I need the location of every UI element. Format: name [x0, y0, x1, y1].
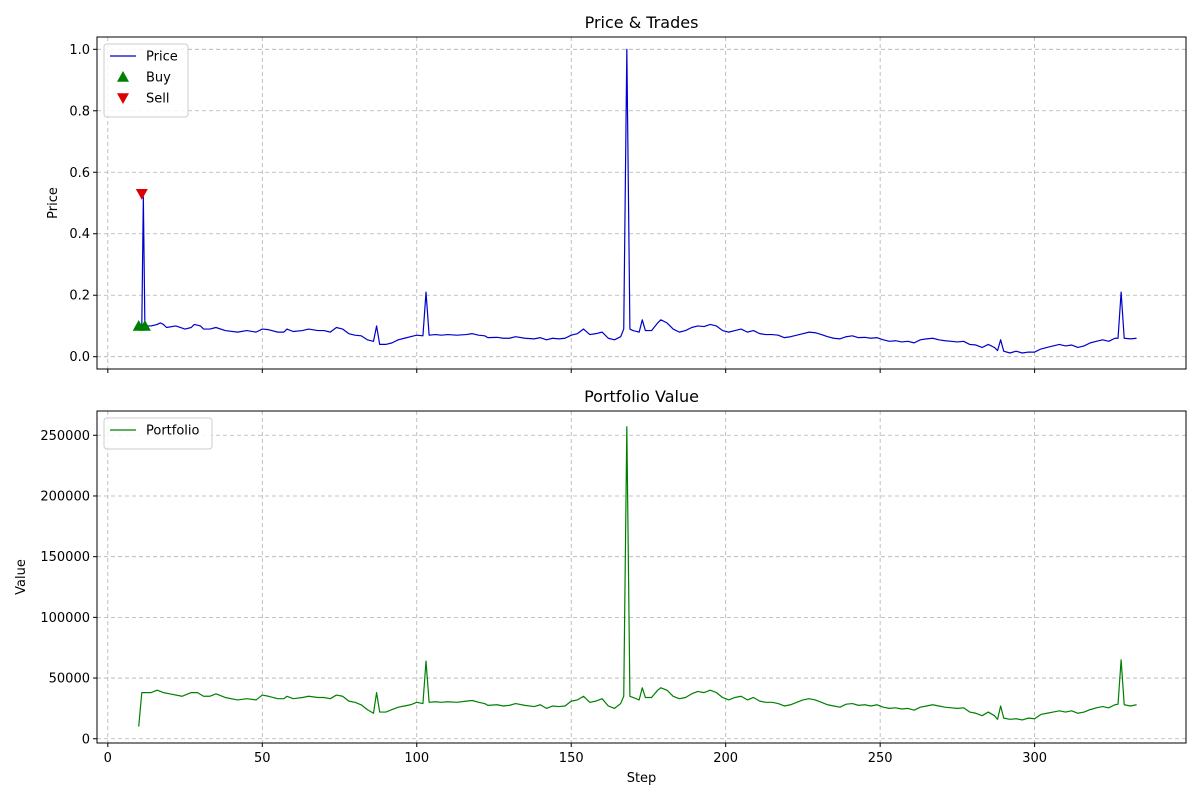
chart-2-legend-portfolio-label: Portfolio	[146, 424, 200, 439]
chart-2-y-tick-label: 150000	[40, 550, 90, 565]
chart-1-series-sell-marker	[135, 188, 148, 200]
chart-1-legend-sell-swatch	[117, 93, 129, 104]
chart-2-y-tick-label: 250000	[40, 429, 90, 444]
chart-2-x-tick-label: 0	[104, 751, 112, 766]
chart-2-legend-box	[103, 417, 213, 450]
chart-2-title: Portfolio Value	[584, 387, 699, 406]
chart-1-legend-buy-label: Buy	[146, 71, 171, 86]
chart-2-group: Portfolio Value 0 50 100 150 200 250 300 0 50000 1…	[14, 387, 1187, 786]
chart-2-y-tick-label: 0	[82, 732, 90, 747]
chart-2-legend: Portfolio	[103, 417, 213, 450]
chart-1-y-axis-label: Price	[46, 187, 61, 219]
chart-2-x-tick-label: 250	[868, 751, 893, 766]
chart-1-y-tick-label: 0.8	[69, 104, 90, 119]
chart-1-title: Price & Trades	[585, 13, 699, 32]
chart-2-x-axis-label: Step	[627, 771, 657, 786]
chart-2-y-tick-label: 200000	[40, 489, 90, 504]
chart-2-x-tick-label: 200	[713, 751, 738, 766]
chart-1-series-price-line	[138, 48, 1137, 354]
chart-2-y-tick-label: 100000	[40, 611, 90, 626]
chart-1-legend: Price Buy Sell	[103, 43, 189, 118]
chart-1-series-buy-marker	[138, 319, 151, 331]
chart-2-y-tick-label: 50000	[49, 672, 90, 687]
chart-1-legend-buy-swatch	[117, 71, 129, 82]
chart-1-y-tick-label: 0.0	[69, 350, 90, 365]
chart-1-legend-sell-label: Sell	[146, 92, 169, 107]
chart-2-axes-frame	[96, 410, 1187, 744]
chart-1-legend-price-label: Price	[146, 50, 178, 65]
chart-1-y-tick-label: 0.6	[69, 166, 90, 181]
chart-2-y-axis-label: Value	[14, 559, 29, 595]
chart-1-y-tick-label: 1.0	[69, 43, 90, 58]
chart-2-x-tick-label: 100	[404, 751, 429, 766]
chart-1-y-tick-label: 0.4	[69, 227, 90, 242]
chart-1-axes-frame	[96, 36, 1187, 370]
chart-2-x-tick-label: 150	[559, 751, 584, 766]
chart-1-group: Price & Trades0.00.20.40.60.81.0PricePri…	[46, 13, 1187, 373]
chart-1-y-tick-label: 0.2	[69, 289, 90, 304]
chart-2-x-tick-label: 300	[1022, 751, 1047, 766]
chart-2-x-tick-label: 50	[254, 751, 271, 766]
chart-2-series-portfolio-line	[138, 426, 1137, 727]
